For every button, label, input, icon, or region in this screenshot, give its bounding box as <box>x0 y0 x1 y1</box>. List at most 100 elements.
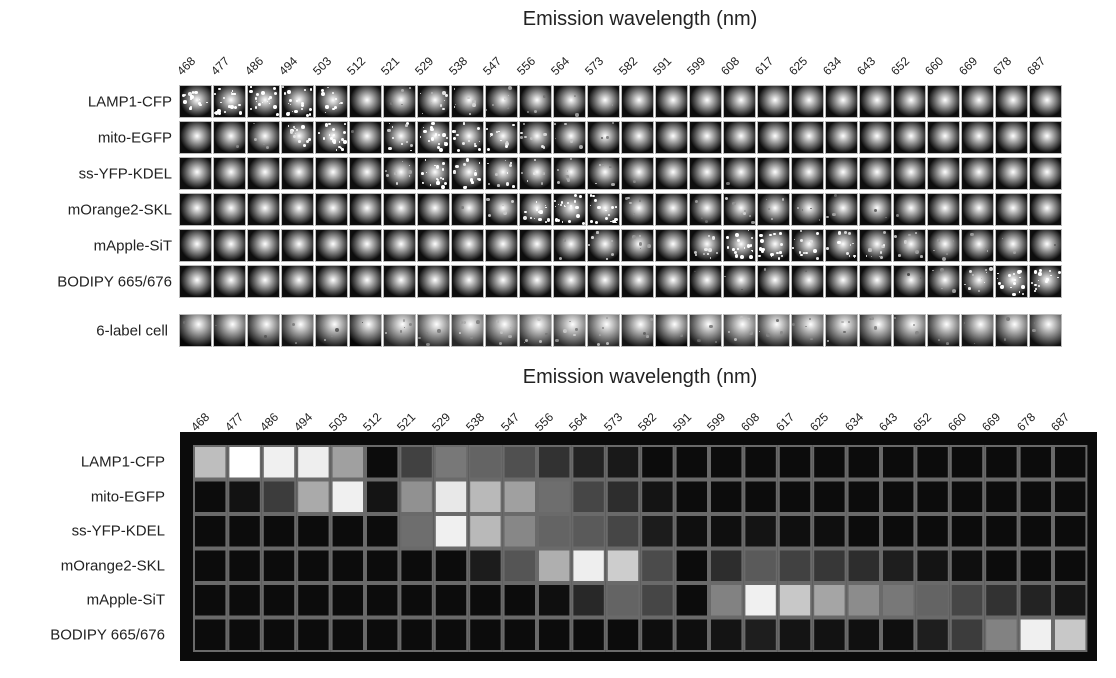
microscopy-tile <box>996 122 1027 153</box>
microscopy-tile <box>894 122 925 153</box>
microscopy-tile <box>996 158 1027 189</box>
heatmap-cell <box>984 617 1019 652</box>
microscopy-tile <box>350 194 381 225</box>
image-axis-title: Emission wavelength (nm) <box>522 8 758 30</box>
microscopy-tile <box>656 86 687 117</box>
microscopy-tile <box>452 194 483 225</box>
microscopy-tile <box>622 230 653 261</box>
microscopy-tile <box>962 194 993 225</box>
microscopy-tile <box>826 266 857 297</box>
heatmap-row-label: mito-EGFP <box>90 488 165 506</box>
microscopy-tile <box>180 158 211 189</box>
microscopy-tile <box>962 86 993 117</box>
heatmap-cell <box>227 479 262 514</box>
microscopy-tile <box>860 194 891 225</box>
heatmap-cell <box>881 617 916 652</box>
microscopy-tile <box>622 266 653 297</box>
heatmap-cell <box>605 514 641 549</box>
heatmap-cell <box>399 617 434 652</box>
microscopy-tile <box>350 230 381 261</box>
heatmap-cell <box>1018 514 1053 549</box>
microscopy-tile <box>826 158 857 189</box>
microscopy-tile <box>520 194 551 225</box>
microscopy-tile <box>724 266 755 297</box>
microscopy-tile <box>690 122 721 153</box>
microscopy-tile <box>554 194 585 225</box>
microscopy-tile <box>316 86 347 117</box>
microscopy-tile <box>214 194 245 225</box>
heatmap-cell <box>193 617 228 652</box>
heatmap-cell <box>468 548 503 583</box>
microscopy-tile <box>180 230 211 261</box>
heatmap-cell <box>433 479 469 514</box>
microscopy-tile <box>248 158 279 189</box>
heatmap-cell <box>330 514 366 549</box>
heatmap-cell <box>846 445 881 480</box>
heatmap-cell <box>949 479 985 514</box>
microscopy-tile <box>826 230 857 261</box>
microscopy-tile <box>622 86 653 117</box>
heatmap-cell <box>743 514 778 549</box>
heatmap-cell <box>1053 479 1088 514</box>
heatmap-cell <box>743 445 778 480</box>
microscopy-tile <box>962 315 993 346</box>
microscopy-tile <box>282 194 313 225</box>
microscopy-tile <box>350 266 381 297</box>
image-row-label: mApple-SiT <box>93 237 172 255</box>
microscopy-tile <box>656 230 687 261</box>
microscopy-tile <box>826 194 857 225</box>
heatmap-cell <box>365 617 400 652</box>
microscopy-tile <box>996 315 1027 346</box>
heatmap-cell <box>709 583 744 618</box>
microscopy-tile <box>418 86 449 117</box>
heatmap-cell <box>949 514 985 549</box>
microscopy-tile <box>554 230 585 261</box>
heatmap-cell <box>537 583 572 618</box>
microscopy-tile <box>792 86 823 117</box>
heatmap-cell <box>261 583 297 618</box>
heatmap-cell <box>502 445 538 480</box>
microscopy-tile <box>452 266 483 297</box>
heatmap-cell <box>1053 617 1088 652</box>
heatmap-cell <box>330 548 366 583</box>
heatmap-cell <box>777 617 813 652</box>
heatmap-cell <box>640 514 675 549</box>
microscopy-tile <box>282 122 313 153</box>
heatmap-cell <box>433 514 469 549</box>
heatmap-cell <box>330 479 366 514</box>
heatmap-cell <box>605 479 641 514</box>
heatmap-cell <box>915 583 950 618</box>
microscopy-tile <box>724 122 755 153</box>
microscopy-tile <box>588 194 619 225</box>
heatmap-cell <box>846 583 881 618</box>
heatmap-cell <box>1018 445 1053 480</box>
heatmap-cell <box>674 583 709 618</box>
heatmap-cell <box>502 617 538 652</box>
microscopy-tile <box>452 122 483 153</box>
heatmap-cell <box>571 617 606 652</box>
image-row-label: mito-EGFP <box>97 129 172 147</box>
heatmap-cell <box>812 479 847 514</box>
heatmap-cell <box>365 514 400 549</box>
heatmap-cell <box>881 548 916 583</box>
heatmap-cell <box>193 514 228 549</box>
heatmap-cell <box>365 548 400 583</box>
heatmap-cell <box>709 479 744 514</box>
heatmap-cell <box>1018 617 1053 652</box>
microscopy-tile <box>792 194 823 225</box>
microscopy-tile <box>758 122 789 153</box>
heatmap-cell <box>846 514 881 549</box>
heatmap-cell <box>399 445 434 480</box>
microscopy-tile <box>180 194 211 225</box>
heatmap-cell <box>915 617 950 652</box>
heatmap-cell <box>296 479 331 514</box>
heatmap-cell <box>743 583 778 618</box>
microscopy-tile <box>554 122 585 153</box>
heatmap-cell <box>812 445 847 480</box>
microscopy-tile <box>384 86 415 117</box>
heatmap-cell <box>227 548 262 583</box>
microscopy-tile <box>248 122 279 153</box>
heatmap-cell <box>812 583 847 618</box>
heatmap-cell <box>296 583 331 618</box>
heatmap-cell <box>777 479 813 514</box>
